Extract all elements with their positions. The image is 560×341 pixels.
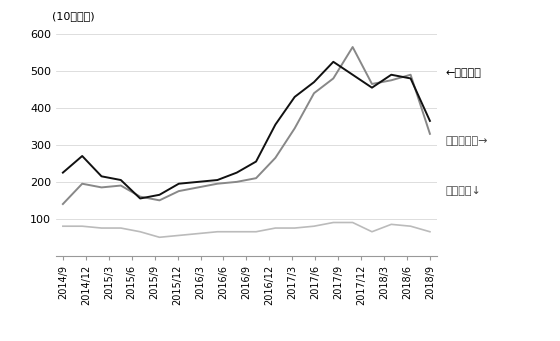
- Text: テンセント→: テンセント→: [446, 136, 488, 146]
- Text: ←アリババ: ←アリババ: [446, 68, 482, 78]
- Text: バイドゥ↓: バイドゥ↓: [446, 186, 482, 196]
- Text: (10億ドル): (10億ドル): [52, 11, 95, 21]
